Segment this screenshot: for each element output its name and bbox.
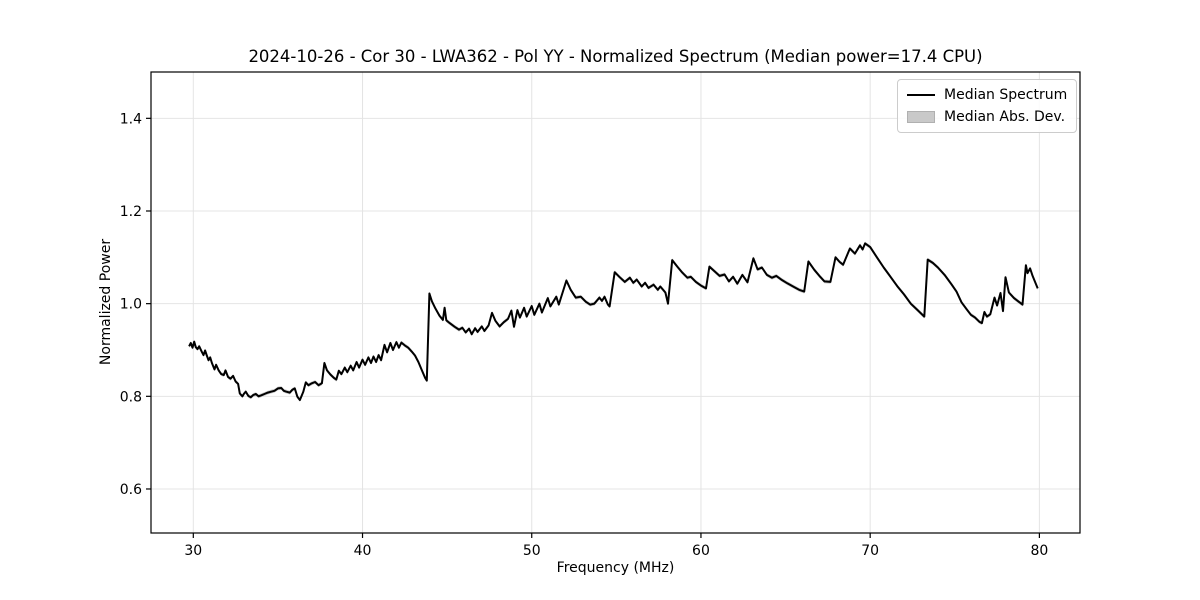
y-tick-label: 1.0 <box>120 297 142 313</box>
x-tick-label: 30 <box>184 543 202 559</box>
legend-item-median-abs-dev: Median Abs. Dev. <box>907 107 1067 126</box>
plot-border <box>150 71 1081 534</box>
x-tick-label: 40 <box>354 543 372 559</box>
legend-label: Median Spectrum <box>944 86 1068 103</box>
x-tick-label: 60 <box>692 543 710 559</box>
y-tick-label: 1.2 <box>120 204 142 220</box>
x-tick-label: 80 <box>1030 543 1048 559</box>
legend: Median Spectrum Median Abs. Dev. <box>897 79 1077 133</box>
y-tick-label: 0.6 <box>120 482 142 498</box>
legend-item-median-spectrum: Median Spectrum <box>907 85 1067 104</box>
x-tick-label: 50 <box>523 543 541 559</box>
legend-line-swatch <box>907 93 935 96</box>
y-tick-label: 1.4 <box>120 111 142 127</box>
median-spectrum-line <box>188 242 1039 401</box>
legend-patch-swatch <box>907 110 935 123</box>
chart-title: 2024-10-26 - Cor 30 - LWA362 - Pol YY - … <box>248 47 983 66</box>
y-tick-label: 0.8 <box>120 389 142 405</box>
legend-label: Median Abs. Dev. <box>944 108 1066 125</box>
y-axis-label: Normalized Power <box>98 238 114 366</box>
x-axis-label: Frequency (MHz) <box>556 560 675 576</box>
median-abs-dev-band <box>189 241 1038 402</box>
x-tick-label: 70 <box>861 543 879 559</box>
